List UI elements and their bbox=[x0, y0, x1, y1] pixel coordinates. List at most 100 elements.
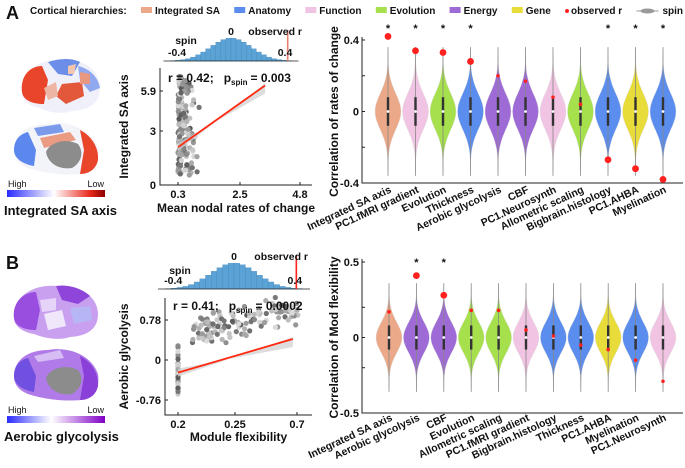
observed-r-dot bbox=[412, 47, 419, 55]
hexbin-cell bbox=[214, 317, 220, 323]
significance-star: * bbox=[442, 257, 447, 269]
colorbar-high-label: High bbox=[8, 405, 27, 415]
hexbin-cell bbox=[184, 162, 190, 168]
hexbin-cell bbox=[247, 328, 253, 334]
hexbin-cell bbox=[236, 321, 242, 327]
violin-median bbox=[469, 336, 473, 339]
hexbin-cell bbox=[182, 77, 188, 84]
violin-median bbox=[497, 336, 500, 339]
hexbin-cell bbox=[183, 84, 190, 90]
hexbin-cell bbox=[223, 340, 229, 346]
hexbin-cell bbox=[183, 103, 189, 109]
significance-star: * bbox=[441, 23, 446, 35]
p-label: p bbox=[229, 299, 236, 313]
histogram-bar bbox=[233, 263, 240, 290]
p-subscript: spin bbox=[231, 78, 248, 87]
hist-tick-label: -0.4 bbox=[164, 275, 182, 287]
hexbin-cell bbox=[199, 316, 205, 322]
hexbin-cell bbox=[242, 326, 248, 332]
hexbin-cell bbox=[175, 348, 181, 354]
hexbin-cell bbox=[229, 318, 235, 324]
legend-swatch-function bbox=[305, 7, 317, 13]
y-tick-label: 0 bbox=[353, 333, 359, 345]
observed-r-dot bbox=[387, 310, 391, 314]
hexbin-cell bbox=[294, 307, 300, 313]
histogram-bar bbox=[268, 281, 275, 290]
histogram-bar bbox=[210, 45, 216, 62]
observed-r-dot bbox=[523, 79, 528, 83]
violin-median bbox=[661, 336, 665, 339]
hexbin-cell bbox=[189, 165, 195, 171]
violin-median bbox=[442, 336, 446, 339]
histogram-bar bbox=[220, 39, 227, 62]
hexbin-cell bbox=[293, 322, 299, 328]
regression-line bbox=[177, 84, 266, 148]
legend-label: Gene bbox=[526, 6, 551, 17]
legend-label: Function bbox=[319, 6, 361, 17]
legend-swatch-energy bbox=[449, 7, 461, 13]
legend-spin-label: spin bbox=[662, 6, 683, 17]
hexbin-cell bbox=[228, 310, 234, 316]
scatter-plot: 0.2 0.25 0.7 -0.76 0 0.78 Module flexibility Ae… bbox=[117, 294, 312, 444]
y-tick-label: 0.5 bbox=[344, 257, 359, 269]
panel-label-b: B bbox=[6, 253, 19, 273]
hexbin-cell bbox=[183, 167, 189, 173]
histogram-bar bbox=[195, 54, 201, 62]
correlation-stat: r = 0.41; pspin = 0.0002 bbox=[173, 299, 303, 315]
medial-brain-surface bbox=[14, 349, 99, 401]
violin-median bbox=[524, 336, 528, 339]
brain-map-a: High Low Integrated SA axis bbox=[4, 59, 117, 218]
hexbin-cell bbox=[175, 374, 181, 381]
hexbin-cell bbox=[176, 121, 182, 128]
hexbin-cell bbox=[294, 300, 300, 306]
histogram-bar bbox=[262, 278, 269, 290]
observed-r-dot bbox=[439, 49, 447, 56]
hexbin-cell bbox=[183, 151, 189, 157]
histogram-bar bbox=[190, 56, 196, 62]
observed-r-dot bbox=[469, 308, 474, 313]
hexbin-cell bbox=[218, 328, 224, 334]
histogram-bar bbox=[256, 275, 263, 290]
hexbin-cell bbox=[190, 336, 196, 343]
violin-median bbox=[579, 110, 582, 113]
legend-title: Cortical hierarchies: bbox=[30, 6, 127, 17]
hexbin-cell bbox=[175, 344, 181, 350]
hexbin-cell bbox=[262, 319, 268, 326]
colorbar-high-label: High bbox=[8, 179, 27, 189]
hexbin-cell bbox=[210, 310, 216, 316]
hexbin-cell bbox=[177, 171, 183, 177]
legend-swatch-anatomy bbox=[234, 7, 246, 13]
scatter-plot: 0.3 2.5 4.8 0 3 5.9 Mean nodal rates of change… bbox=[117, 68, 315, 215]
hexbin-cell bbox=[204, 319, 210, 325]
p-subscript: spin bbox=[236, 306, 253, 315]
hexbin-cell bbox=[272, 294, 278, 301]
legend-label: Evolution bbox=[390, 6, 436, 17]
histogram-bar bbox=[266, 56, 272, 62]
hexbin-cell bbox=[206, 334, 212, 340]
x-tick-label: 0.3 bbox=[170, 189, 185, 201]
hexbin-cell bbox=[235, 308, 241, 314]
hexbin-cell bbox=[219, 336, 225, 343]
histogram-bar bbox=[188, 284, 195, 290]
hist-tick-label: -0.4 bbox=[168, 47, 186, 59]
violin-median bbox=[414, 110, 417, 113]
observed-r-dot bbox=[551, 334, 556, 338]
legend: A Cortical hierarchies: Integrated SA Ana… bbox=[6, 3, 683, 23]
violin-median bbox=[386, 110, 390, 113]
hexbin-cell bbox=[215, 323, 221, 330]
hexbin-cell bbox=[175, 356, 181, 362]
histogram-bar bbox=[256, 51, 262, 62]
hexbin-cell bbox=[276, 315, 282, 321]
significance-star: * bbox=[414, 257, 419, 269]
spin-null-histogram: -0.4 0 0.4 spin observed r bbox=[158, 251, 310, 290]
hexbin-cell bbox=[257, 319, 263, 325]
legend-label: Anatomy bbox=[248, 6, 291, 17]
brain-title-a: Integrated SA axis bbox=[4, 203, 117, 218]
violin-y-label: Correlation of rates of change bbox=[327, 26, 341, 197]
histogram-bar bbox=[246, 45, 252, 62]
legend-swatch-gene bbox=[511, 7, 523, 13]
hexbin-cell bbox=[251, 311, 257, 317]
hist-tick-label: 0.4 bbox=[278, 47, 293, 59]
legend-observed-label: observed r bbox=[571, 6, 622, 17]
